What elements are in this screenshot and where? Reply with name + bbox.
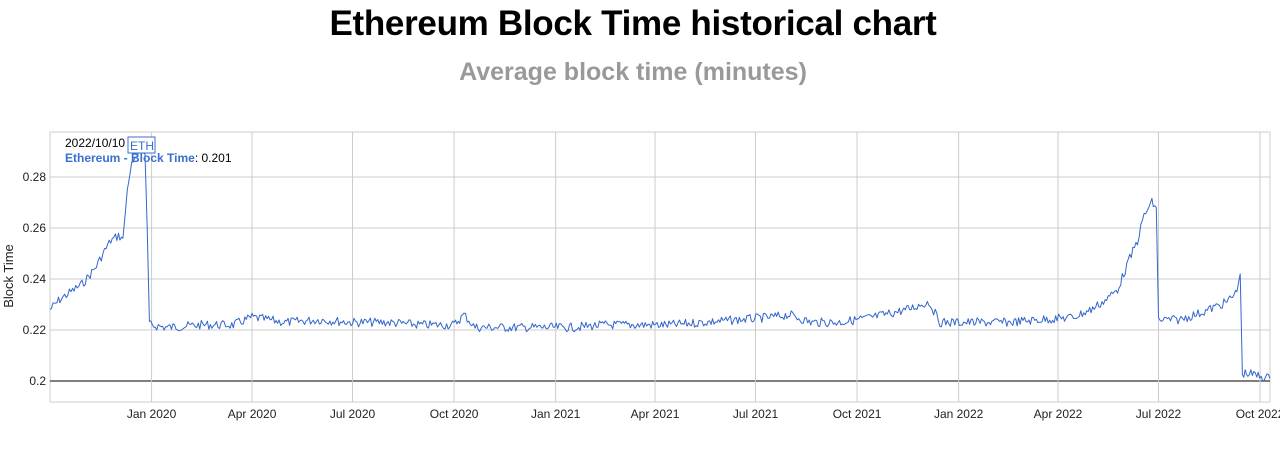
x-axis: Jan 2020 Apr 2020 Jul 2020 Oct 2020 Jan 2021… (127, 407, 1280, 421)
x-tick-label: Jan 2021 (531, 407, 581, 421)
x-tick-label: Oct 2021 (833, 407, 882, 421)
x-tick-label: Oct 2022 (1236, 407, 1280, 421)
tooltip-series-label: Ethereum - Block Time (65, 151, 195, 165)
tooltip-flag: ETH (130, 139, 154, 153)
x-tick-label: Jul 2022 (1136, 407, 1182, 421)
series-path[interactable] (49, 148, 1271, 382)
y-tick-label: 0.22 (23, 323, 47, 337)
tooltip: 2022/10/10 ETH Ethereum - Block Time: 0.… (65, 136, 232, 165)
x-tick-label: Jan 2022 (934, 407, 984, 421)
x-tick-label: Apr 2022 (1034, 407, 1083, 421)
y-axis-label: Block Time (1, 244, 16, 308)
x-tick-label: Apr 2020 (228, 407, 277, 421)
x-tick-label: Apr 2021 (631, 407, 680, 421)
y-tick-label: 0.2 (29, 374, 46, 388)
y-tick-label: 0.24 (23, 272, 47, 286)
plot-frame (49, 131, 1271, 403)
tooltip-flag-box (127, 136, 156, 154)
chart-subtitle: Average block time (minutes) (459, 58, 807, 86)
series-line[interactable] (49, 148, 1271, 382)
tooltip-value: 0.201 (202, 151, 232, 165)
x-tick-label: Jan 2020 (127, 407, 177, 421)
tooltip-series-row: Ethereum - Block Time: 0.201 (65, 151, 232, 165)
y-tick-label: 0.26 (23, 221, 47, 235)
x-tick-label: Oct 2020 (430, 407, 479, 421)
tooltip-date: 2022/10/10 (65, 136, 125, 150)
y-axis: 0.2 0.22 0.24 0.26 0.28 (23, 170, 47, 388)
x-tick-label: Jul 2020 (330, 407, 376, 421)
y-tick-label: 0.28 (23, 170, 47, 184)
chart-title: Ethereum Block Time historical chart (329, 4, 937, 43)
x-tick-label: Jul 2021 (733, 407, 779, 421)
grid (49, 131, 1271, 403)
